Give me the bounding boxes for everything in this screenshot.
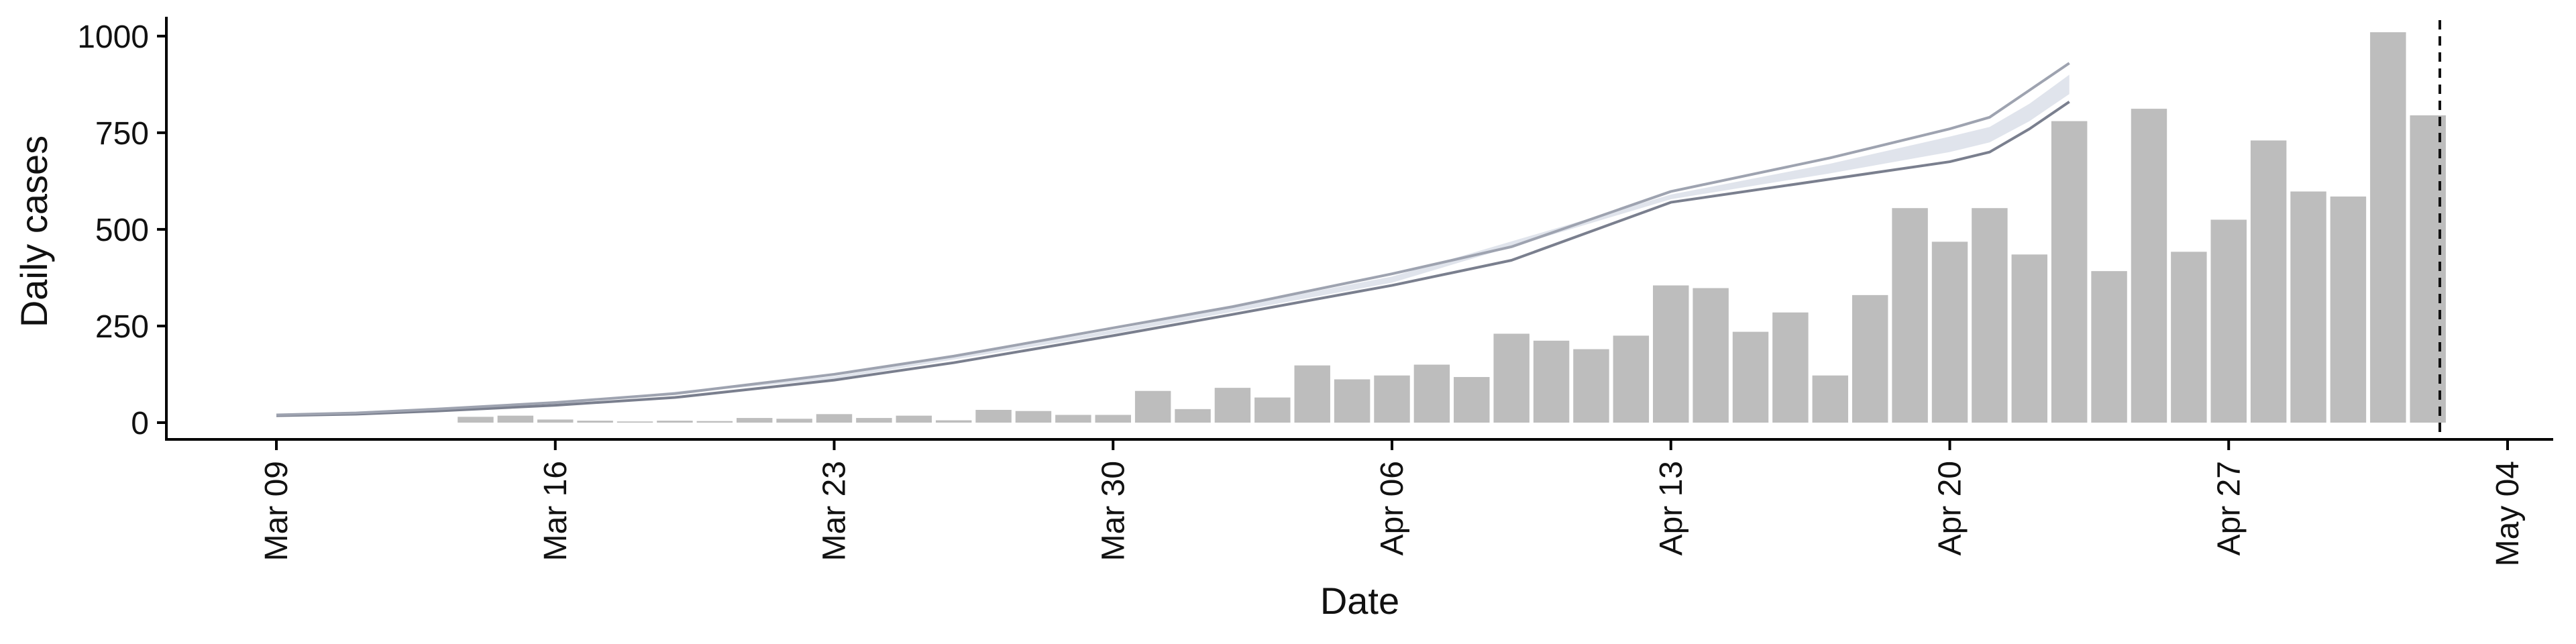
bar-2020-04-16: [1772, 312, 1809, 423]
x-tick-label: Mar 16: [538, 461, 574, 561]
bar-2020-03-18: [616, 421, 653, 423]
y-tick-label: 1000: [77, 19, 149, 55]
bar-2020-04-09: [1493, 333, 1529, 423]
bar-2020-04-12: [1613, 335, 1650, 423]
projection-line-1: [276, 101, 2070, 417]
x-tick-label: Apr 20: [1933, 461, 1968, 555]
bar-2020-03-19: [657, 421, 693, 423]
bar-2020-04-11: [1573, 349, 1609, 423]
bar-2020-04-15: [1732, 331, 1769, 423]
x-tick-label: May 04: [2490, 461, 2526, 566]
x-tick-label: Apr 27: [2211, 461, 2247, 555]
bar-2020-04-22: [2011, 254, 2048, 423]
bar-2020-04-05: [1334, 379, 1371, 423]
bar-2020-03-17: [577, 421, 613, 423]
bar-2020-03-31: [1134, 390, 1171, 423]
projection-lines-layer: [276, 62, 2070, 417]
bar-2020-03-21: [736, 418, 773, 423]
bar-2020-04-26: [2171, 252, 2207, 423]
x-tick-label: Mar 09: [259, 461, 294, 561]
y-tick-label: 750: [95, 116, 149, 152]
bar-2020-03-14: [458, 417, 494, 423]
bar-2020-04-21: [1972, 208, 2008, 423]
bar-2020-04-03: [1254, 397, 1291, 423]
bar-2020-03-26: [935, 420, 972, 423]
bar-2020-04-17: [1812, 375, 1849, 423]
y-ticks: 0 250 500 750 1000: [77, 19, 166, 441]
bar-2020-04-07: [1413, 364, 1450, 423]
bar-2020-03-16: [537, 419, 574, 423]
bar-2020-04-10: [1533, 340, 1570, 423]
bar-2020-04-13: [1653, 285, 1689, 423]
x-tick-label: Apr 06: [1375, 461, 1410, 555]
bar-2020-04-04: [1294, 365, 1330, 423]
bar-2020-03-25: [896, 415, 932, 423]
bar-2020-04-06: [1374, 375, 1410, 423]
bar-2020-04-02: [1214, 388, 1251, 423]
bar-2020-03-23: [816, 414, 853, 423]
bar-2020-04-28: [2250, 140, 2287, 423]
x-tick-label: Mar 30: [1095, 461, 1131, 561]
bar-2020-04-19: [1892, 208, 1928, 423]
bar-2020-03-28: [1015, 411, 1052, 423]
bar-2020-04-25: [2131, 109, 2167, 423]
bar-2020-04-01: [1175, 409, 1211, 423]
bar-2020-03-20: [696, 421, 733, 423]
bar-2020-05-01: [2370, 32, 2406, 423]
x-tick-label: Mar 23: [817, 461, 853, 561]
x-axis-title: Date: [1320, 580, 1399, 622]
bar-2020-04-14: [1693, 288, 1729, 423]
bar-2020-04-29: [2290, 191, 2326, 423]
bar-2020-03-24: [856, 418, 892, 423]
x-ticks: Mar 09 Mar 16 Mar 23 Mar 30 Apr 06 Apr 13 Apr …: [259, 439, 2526, 566]
bar-2020-04-08: [1454, 377, 1490, 423]
bar-2020-03-30: [1095, 415, 1131, 423]
y-axis-title: Daily cases: [13, 136, 55, 327]
x-tick-label: Apr 13: [1654, 461, 1689, 555]
bar-2020-03-27: [975, 409, 1012, 423]
bar-2020-04-24: [2091, 271, 2127, 423]
y-tick-label: 0: [131, 406, 149, 441]
bar-2020-04-30: [2330, 196, 2367, 423]
y-tick-label: 250: [95, 309, 149, 345]
bar-2020-04-27: [2210, 219, 2247, 423]
bar-2020-04-20: [1931, 241, 1968, 423]
bar-2020-03-22: [776, 419, 812, 423]
bar-2020-03-15: [497, 415, 534, 423]
bars-layer: [458, 32, 2446, 423]
bar-2020-04-18: [1851, 294, 1888, 423]
bar-2020-04-23: [2051, 121, 2088, 423]
projection-line-2: [276, 62, 2070, 417]
y-tick-label: 500: [95, 213, 149, 248]
bar-2020-03-29: [1055, 415, 1091, 423]
